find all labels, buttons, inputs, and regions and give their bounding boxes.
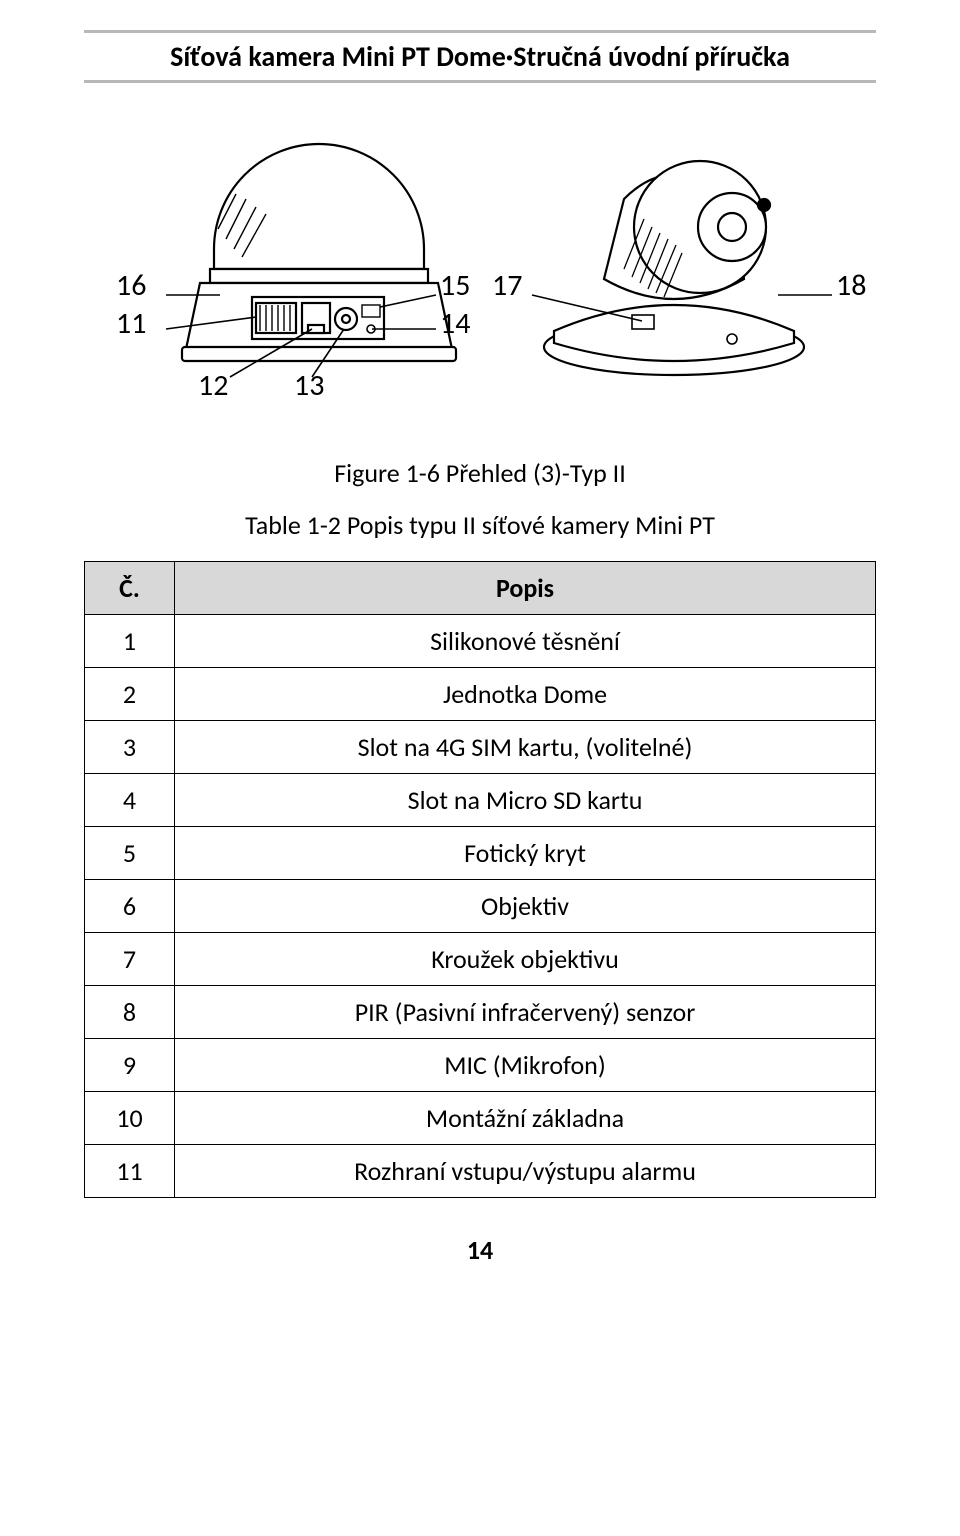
doc-title-bar: Síťová kamera Mini PT Dome·Stručná úvodn…: [84, 30, 876, 83]
table-row: 10Montážní základna: [85, 1092, 876, 1145]
cell-num: 2: [85, 668, 175, 721]
header-desc: Popis: [175, 562, 876, 615]
table-header-row: Č. Popis: [85, 562, 876, 615]
figure-area: 16 11 12 13 15 14 17 18: [84, 119, 876, 439]
cell-num: 9: [85, 1039, 175, 1092]
figure-caption: Figure 1-6 Přehled (3)-Typ II: [84, 457, 876, 489]
doc-title: Síťová kamera Mini PT Dome·Stručná úvodn…: [84, 39, 876, 74]
callout-17: 17: [492, 267, 522, 304]
cell-num: 1: [85, 615, 175, 668]
cell-num: 11: [85, 1145, 175, 1198]
table-row: 2Jednotka Dome: [85, 668, 876, 721]
cell-desc: Slot na 4G SIM kartu, (volitelné): [175, 721, 876, 774]
callout-12: 12: [198, 367, 228, 404]
callout-15: 15: [440, 267, 470, 304]
cell-num: 4: [85, 774, 175, 827]
cell-num: 5: [85, 827, 175, 880]
cell-desc: PIR (Pasivní infračervený) senzor: [175, 986, 876, 1039]
cell-num: 6: [85, 880, 175, 933]
table-row: 8PIR (Pasivní infračervený) senzor: [85, 986, 876, 1039]
cell-desc: Silikonové těsnění: [175, 615, 876, 668]
cell-num: 8: [85, 986, 175, 1039]
cell-desc: Montážní základna: [175, 1092, 876, 1145]
cell-desc: Rozhraní vstupu/výstupu alarmu: [175, 1145, 876, 1198]
table-row: 3Slot na 4G SIM kartu, (volitelné): [85, 721, 876, 774]
table-row: 5Fotický kryt: [85, 827, 876, 880]
cell-desc: Fotický kryt: [175, 827, 876, 880]
cell-num: 10: [85, 1092, 175, 1145]
page-number: 14: [84, 1234, 876, 1266]
table-row: 1Silikonové těsnění: [85, 615, 876, 668]
cell-desc: Objektiv: [175, 880, 876, 933]
cell-desc: Kroužek objektivu: [175, 933, 876, 986]
header-num: Č.: [85, 562, 175, 615]
table-row: 9MIC (Mikrofon): [85, 1039, 876, 1092]
callout-11: 11: [116, 305, 146, 342]
cell-desc: MIC (Mikrofon): [175, 1039, 876, 1092]
callout-16: 16: [116, 267, 146, 304]
cell-num: 3: [85, 721, 175, 774]
description-table: Č. Popis 1Silikonové těsnění 2Jednotka D…: [84, 561, 876, 1198]
cell-num: 7: [85, 933, 175, 986]
table-row: 7Kroužek objektivu: [85, 933, 876, 986]
table-row: 4Slot na Micro SD kartu: [85, 774, 876, 827]
table-caption: Table 1-2 Popis typu II síťové kamery Mi…: [84, 509, 876, 541]
callout-18: 18: [836, 267, 866, 304]
cell-desc: Slot na Micro SD kartu: [175, 774, 876, 827]
table-row: 11Rozhraní vstupu/výstupu alarmu: [85, 1145, 876, 1198]
callout-13: 13: [294, 367, 324, 404]
table-row: 6Objektiv: [85, 880, 876, 933]
callout-14: 14: [440, 305, 470, 342]
cell-desc: Jednotka Dome: [175, 668, 876, 721]
